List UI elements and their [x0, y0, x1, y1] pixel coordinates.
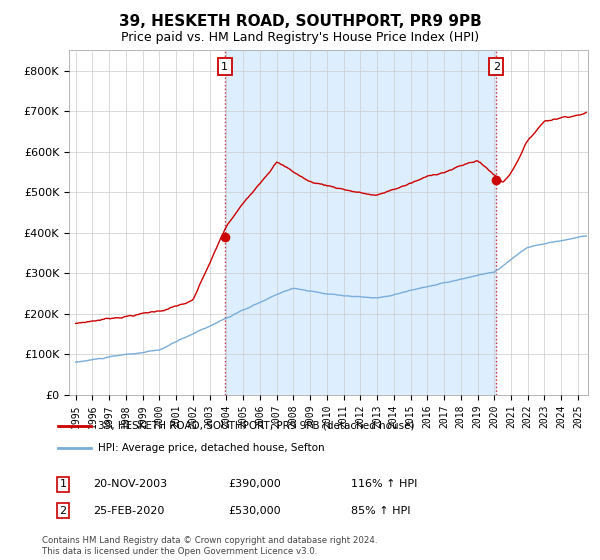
Text: 2: 2 — [59, 506, 67, 516]
Text: 1: 1 — [59, 479, 67, 489]
Text: HPI: Average price, detached house, Sefton: HPI: Average price, detached house, Seft… — [98, 443, 325, 453]
Text: 39, HESKETH ROAD, SOUTHPORT, PR9 9PB: 39, HESKETH ROAD, SOUTHPORT, PR9 9PB — [119, 14, 481, 29]
Text: Price paid vs. HM Land Registry's House Price Index (HPI): Price paid vs. HM Land Registry's House … — [121, 31, 479, 44]
Text: Contains HM Land Registry data © Crown copyright and database right 2024.
This d: Contains HM Land Registry data © Crown c… — [42, 536, 377, 556]
Text: 85% ↑ HPI: 85% ↑ HPI — [351, 506, 410, 516]
Text: 1: 1 — [221, 62, 228, 72]
Bar — [225, 50, 496, 395]
Text: £530,000: £530,000 — [228, 506, 281, 516]
Text: 2: 2 — [493, 62, 500, 72]
Text: 39, HESKETH ROAD, SOUTHPORT, PR9 9PB (detached house): 39, HESKETH ROAD, SOUTHPORT, PR9 9PB (de… — [98, 421, 415, 431]
Text: 25-FEB-2020: 25-FEB-2020 — [93, 506, 164, 516]
Text: 20-NOV-2003: 20-NOV-2003 — [93, 479, 167, 489]
Text: 116% ↑ HPI: 116% ↑ HPI — [351, 479, 418, 489]
Text: £390,000: £390,000 — [228, 479, 281, 489]
